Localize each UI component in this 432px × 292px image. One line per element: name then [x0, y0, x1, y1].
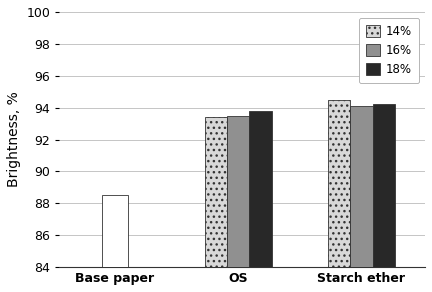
Bar [249, 111, 272, 267]
Bar [227, 116, 249, 267]
Bar [102, 195, 128, 267]
Y-axis label: Brightness, %: Brightness, % [7, 92, 21, 187]
Bar [328, 100, 350, 267]
Bar [205, 117, 227, 267]
Bar [350, 106, 372, 267]
Bar [372, 105, 395, 267]
Legend: 14%, 16%, 18%: 14%, 16%, 18% [359, 18, 419, 83]
